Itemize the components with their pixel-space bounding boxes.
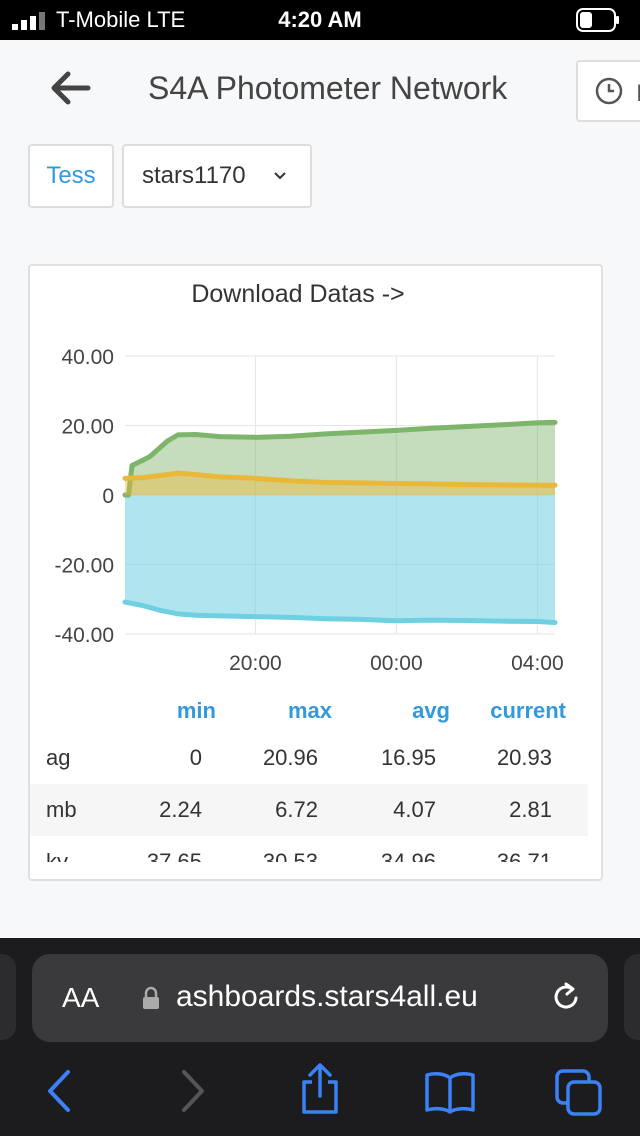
legend-current: -36.71 [489, 849, 552, 862]
graph-panel: Download Datas -> 40.00 20.00 0 -20.00 -40.0… [28, 264, 603, 881]
x-tick-label: 04:00 [511, 652, 564, 675]
legend-max: 6.72 [275, 797, 318, 822]
legend-header-min[interactable]: min [176, 698, 216, 723]
reader-options-label: AA [62, 982, 100, 1013]
status-clock: 4:20 AM [278, 7, 362, 32]
series-area-kv [125, 495, 555, 623]
legend-row[interactable]: ag 0 20.96 16.95 20.93 [30, 732, 588, 784]
book-icon[interactable] [424, 1070, 476, 1114]
y-tick-label: 20.00 [61, 416, 114, 439]
next-tab-peek[interactable] [624, 954, 640, 1040]
reload-icon[interactable] [550, 980, 582, 1014]
legend-series-name: kv [46, 849, 68, 862]
legend-current: 2.81 [509, 797, 552, 822]
browser-toolbar: AA ashboards.stars4all.eu [0, 938, 640, 1136]
tabs-icon[interactable] [554, 1068, 604, 1118]
legend-current: 20.93 [496, 745, 552, 770]
variable-label: Tess [28, 144, 114, 208]
page-title: S4A Photometer Network [148, 70, 508, 106]
y-tick-label: 0 [102, 485, 114, 508]
time-range-button[interactable]: I [576, 60, 640, 122]
variable-select[interactable]: stars1170 [122, 144, 312, 208]
legend-series-name: ag [46, 745, 71, 770]
arrow-left-icon[interactable] [48, 66, 92, 110]
status-bar: T-Mobile LTE 4:20 AM [0, 0, 640, 40]
chevron-right-icon[interactable] [178, 1068, 208, 1114]
share-icon[interactable] [298, 1062, 342, 1116]
y-tick-label: 40.00 [61, 346, 114, 369]
line-chart: 40.00 20.00 0 -20.00 -40.00 20:00 00:00 04:00 [54, 346, 564, 675]
variable-select-value: stars1170 [142, 162, 246, 189]
legend-avg: 4.07 [393, 797, 436, 822]
battery-icon [576, 8, 619, 32]
x-tick-label: 20:00 [229, 652, 282, 675]
y-tick-label: -40.00 [54, 624, 114, 647]
legend-min: -37.65 [139, 849, 202, 862]
legend-header-avg[interactable]: avg [412, 698, 450, 723]
legend-max: 20.96 [262, 745, 318, 770]
chevron-left-icon[interactable] [44, 1068, 74, 1114]
legend-row[interactable]: mb 2.24 6.72 4.07 2.81 [30, 784, 588, 836]
legend-series-name: mb [46, 797, 77, 822]
signal-icon [12, 12, 45, 30]
y-tick-label: -20.00 [54, 555, 114, 578]
clock-icon [595, 77, 623, 105]
legend-avg: 16.95 [380, 745, 436, 770]
series-line-mb [122, 470, 558, 488]
legend-table: ag 0 20.96 16.95 20.93 mb 2.24 6.72 4.07… [30, 732, 601, 862]
legend-row[interactable]: kv -37.65 -30.53 -34.96 -36.71 [30, 836, 588, 862]
panel-title[interactable]: Download Datas -> [191, 280, 405, 308]
lock-icon [143, 986, 159, 1009]
legend-min: 0 [189, 745, 202, 770]
legend-header-max[interactable]: max [287, 698, 332, 723]
url-text: ashboards.stars4all.eu [176, 980, 478, 1013]
reader-options-button[interactable]: AA [62, 982, 99, 1014]
chevron-down-icon [274, 172, 286, 180]
previous-tab-peek[interactable] [0, 954, 16, 1040]
series-line-kv [122, 599, 558, 626]
carrier-label: T-Mobile LTE [56, 7, 186, 32]
legend-min: 2.24 [159, 797, 202, 822]
legend-avg: -34.96 [373, 849, 436, 862]
legend-max: -30.53 [255, 849, 318, 862]
address-bar[interactable]: AA ashboards.stars4all.eu [32, 954, 608, 1042]
legend-header-current[interactable]: current [490, 698, 566, 723]
series-line-ag [122, 419, 558, 498]
time-range-label: I [636, 80, 640, 107]
x-tick-label: 00:00 [370, 652, 423, 675]
